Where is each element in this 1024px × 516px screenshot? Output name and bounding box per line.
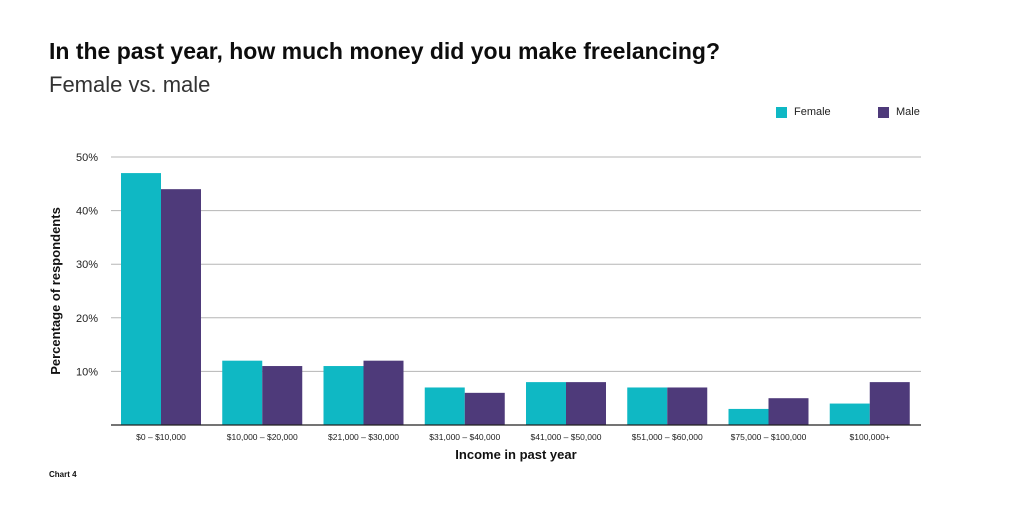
y-tick-label: 50% <box>76 152 98 164</box>
y-axis-title: Percentage of respondents <box>48 207 63 375</box>
bar-female <box>728 408 769 425</box>
bar-female <box>526 382 566 425</box>
y-tick-label: 30% <box>76 259 98 271</box>
bar-female <box>829 403 870 425</box>
bar-male <box>869 382 910 425</box>
legend-swatch-male <box>878 106 889 118</box>
bar-female <box>121 173 161 425</box>
x-tick-label: $31,000 – $40,000 <box>429 432 500 442</box>
x-tick-label: $10,000 – $20,000 <box>227 432 298 442</box>
bar-male <box>363 360 404 425</box>
chart-subtitle: Female vs. male <box>49 72 211 97</box>
chart-legend: Female Male <box>0 106 1024 126</box>
legend-label-male: Male <box>896 106 920 118</box>
x-tick-label: $100,000+ <box>850 432 890 442</box>
chart-caption: Chart 4 <box>49 470 77 479</box>
x-tick-label: $51,000 – $60,000 <box>632 432 703 442</box>
bar-female <box>424 387 465 425</box>
bar-male <box>566 382 606 425</box>
x-tick-label: $0 – $10,000 <box>136 432 186 442</box>
x-tick-label: $41,000 – $50,000 <box>531 432 602 442</box>
bar-female <box>627 387 668 425</box>
bar-male <box>667 387 708 425</box>
bar-female <box>323 366 364 425</box>
bar-male <box>768 398 809 425</box>
legend-label-female: Female <box>794 106 831 118</box>
y-tick-label: 40% <box>76 206 98 218</box>
y-tick-label: 20% <box>76 313 98 325</box>
bar-female <box>222 360 263 425</box>
x-axis-title: Income in past year <box>455 447 576 462</box>
x-tick-label: $75,000 – $100,000 <box>731 432 807 442</box>
legend-item-female: Female <box>776 106 831 118</box>
y-tick-label: 10% <box>76 366 98 378</box>
legend-item-male: Male <box>878 106 920 118</box>
bar-male <box>161 189 201 425</box>
legend-swatch-female <box>776 106 787 118</box>
bar-male <box>464 392 505 425</box>
bar-male <box>262 366 303 425</box>
x-tick-label: $21,000 – $30,000 <box>328 432 399 442</box>
chart-title: In the past year, how much money did you… <box>49 38 720 64</box>
